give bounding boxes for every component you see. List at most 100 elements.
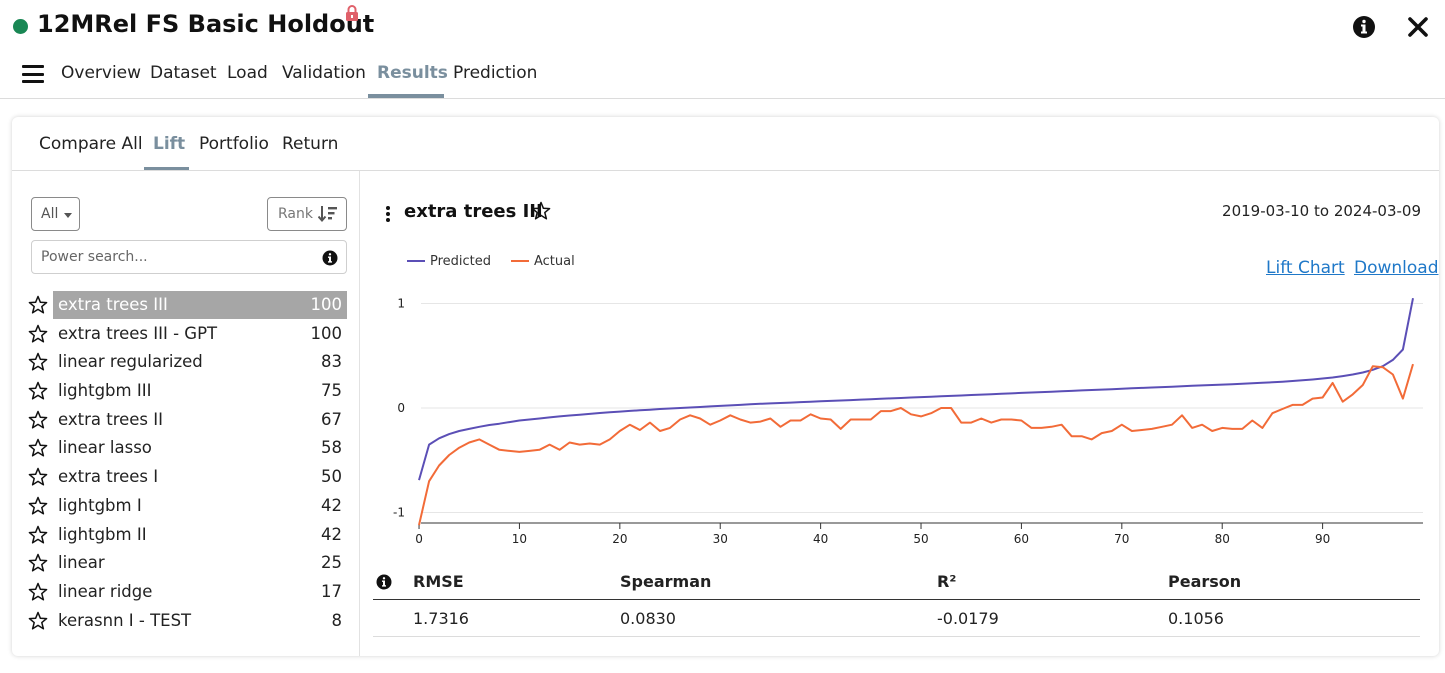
model-name: lightgbm III [58,381,152,401]
filter-dropdown[interactable]: All [31,197,80,231]
model-score: 17 [321,581,342,601]
tab-lift[interactable]: Lift [153,134,186,154]
metric-header-pearson: Pearson [1168,572,1242,591]
metric-header-rmse: RMSE [413,572,464,591]
x-tick-label: 20 [612,532,627,546]
star-icon[interactable] [28,467,48,487]
x-tick-label: 30 [713,532,728,546]
model-name: extra trees III [58,295,168,314]
metric-value-rmse: 1.7316 [413,609,469,628]
model-item[interactable]: extra trees II 67 [28,406,347,435]
legend-label: Predicted [430,254,491,269]
hamburger-menu-icon[interactable] [22,64,44,84]
metric-header-spearman: Spearman [620,572,712,591]
metrics-value-row: 1.7316 0.0830 -0.0179 0.1056 [373,600,1420,637]
kebab-menu-icon[interactable] [384,205,392,223]
model-score: 42 [321,495,342,515]
tab-prediction[interactable]: Prediction [453,63,538,83]
y-tick-label: 0 [397,401,405,415]
model-score: 8 [331,610,343,630]
series-line-predicted [418,298,1414,481]
star-icon[interactable] [28,352,48,372]
x-tick-label: 90 [1315,532,1330,546]
y-tick-label: 1 [397,296,405,310]
model-item[interactable]: kerasnn I - TEST 8 [28,607,347,636]
info-icon[interactable] [322,250,338,266]
star-icon[interactable] [28,582,48,602]
model-name: linear regularized [58,352,203,372]
star-icon[interactable] [28,496,48,516]
model-name: linear [58,553,105,573]
active-tab-indicator [368,94,444,98]
page-title: 12MRel FS Basic Holdout [37,10,375,38]
model-item[interactable]: extra trees I 50 [28,463,347,492]
model-item[interactable]: extra trees III 100 [28,291,347,320]
rank-sort-button[interactable]: Rank [267,197,347,231]
star-icon[interactable] [28,525,48,545]
star-icon[interactable] [28,381,48,401]
model-name: linear ridge [58,581,153,601]
tab-dataset[interactable]: Dataset [150,63,217,83]
model-item[interactable]: linear ridge 17 [28,578,347,607]
model-score: 83 [321,352,342,372]
info-icon[interactable] [1352,15,1376,39]
main-nav: Overview Dataset Load Validation Results… [0,54,1445,99]
star-icon[interactable] [28,410,48,430]
x-tick-label: 70 [1114,532,1129,546]
star-icon[interactable] [531,201,551,221]
model-name: extra trees III - GPT [58,323,218,343]
model-score: 75 [321,381,342,401]
model-item[interactable]: lightgbm III 75 [28,377,347,406]
metric-value-r2: -0.0179 [937,609,999,628]
model-name: lightgbm II [58,524,147,544]
tab-return[interactable]: Return [282,134,339,154]
tab-load[interactable]: Load [227,63,268,83]
tab-results[interactable]: Results [377,63,448,83]
metric-value-spearman: 0.0830 [620,609,676,628]
tab-overview[interactable]: Overview [61,63,142,83]
sort-descending-icon [318,206,337,223]
results-subnav: Compare All Lift Portfolio Return [12,117,1439,171]
info-icon[interactable] [376,574,392,590]
star-icon[interactable] [28,553,48,573]
star-icon[interactable] [28,324,48,344]
model-score: 100 [310,323,343,343]
metric-value-pearson: 0.1056 [1168,609,1224,628]
model-item[interactable]: extra trees III - GPT 100 [28,320,347,349]
legend-label: Actual [534,254,575,269]
model-item[interactable]: linear regularized 83 [28,348,347,377]
tab-validation[interactable]: Validation [282,63,366,83]
model-score: 58 [321,438,342,458]
x-tick-label: 50 [913,532,928,546]
active-subtab-indicator [144,167,189,170]
date-range: 2019-03-10 to 2024-03-09 [1222,202,1421,220]
power-search-input[interactable] [32,241,312,273]
y-tick-label: -1 [393,506,405,520]
star-icon[interactable] [28,438,48,458]
rank-label: Rank [278,206,313,222]
model-score: 100 [310,295,343,314]
model-item[interactable]: linear lasso 58 [28,434,347,463]
close-icon[interactable] [1406,15,1430,39]
metrics-header-row: RMSE Spearman R² Pearson [373,569,1420,600]
model-item[interactable]: lightgbm I 42 [28,492,347,521]
download-link[interactable]: Download [1354,258,1439,278]
lift-chart-link[interactable]: Lift Chart [1266,258,1345,278]
tab-compare-all[interactable]: Compare All [39,134,143,154]
model-item[interactable]: linear 25 [28,549,347,578]
caret-down-icon [64,213,72,218]
model-name: lightgbm I [58,495,142,515]
model-detail: extra trees III 2019-03-10 to 2024-03-09… [361,171,1439,656]
model-score: 50 [321,467,342,487]
star-icon[interactable] [28,295,48,315]
x-tick-label: 60 [1014,532,1029,546]
star-icon[interactable] [28,611,48,631]
tab-portfolio[interactable]: Portfolio [199,134,269,154]
model-sidebar: All Rank extra t [12,171,360,656]
metric-header-r2: R² [937,572,957,591]
x-tick-label: 80 [1215,532,1230,546]
model-item[interactable]: lightgbm II 42 [28,521,347,550]
x-tick-label: 0 [415,532,423,546]
model-list: extra trees III 100 extra trees III - GPT… [28,291,347,635]
